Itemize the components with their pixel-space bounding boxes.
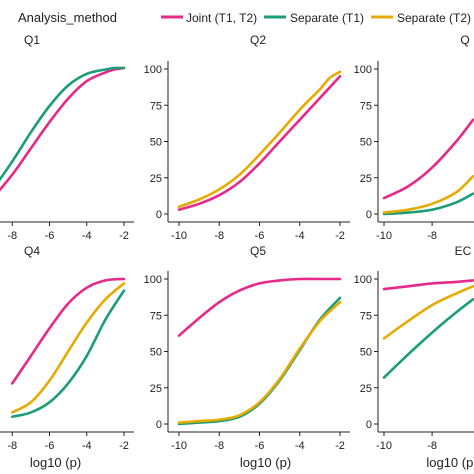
y-tick-label: 25 bbox=[360, 173, 372, 185]
series-line-separate-t2 bbox=[382, 285, 474, 340]
x-axis-label: log10 (p) bbox=[240, 455, 291, 470]
x-axis-label: log10 (p) bbox=[30, 455, 81, 470]
y-tick-label: 100 bbox=[144, 64, 162, 76]
series-line-separate-t1 bbox=[11, 289, 126, 419]
panel-q: Q -10 -8 0 25 50 75 100 bbox=[354, 33, 474, 242]
x-tick-label: -4 bbox=[295, 440, 305, 452]
x-tick-label: -6 bbox=[45, 440, 55, 452]
y-tick-label: 0 bbox=[366, 209, 372, 221]
y-tick-label: 0 bbox=[156, 419, 162, 431]
panel-title: Q bbox=[460, 33, 469, 47]
panel-q1: Q1 -8 -6 -4 -2 bbox=[0, 33, 134, 242]
x-tick-label: -8 bbox=[427, 440, 437, 452]
y-tick-label: 50 bbox=[360, 137, 372, 149]
series-line-separate-t2 bbox=[177, 70, 342, 209]
x-tick-label: -8 bbox=[214, 230, 224, 242]
legend-entry-separate-t1: Separate (T1) bbox=[264, 11, 364, 25]
x-tick-label: -2 bbox=[335, 440, 345, 452]
x-tick-label: -2 bbox=[119, 230, 129, 242]
y-tick-label: 100 bbox=[354, 64, 372, 76]
series-line-separate-t2 bbox=[11, 282, 126, 414]
panel-title: Q2 bbox=[250, 33, 266, 47]
y-tick-label: 25 bbox=[150, 383, 162, 395]
x-tick-label: -4 bbox=[82, 230, 92, 242]
series-line-joint-t1-t2 bbox=[0, 66, 126, 192]
series-line-joint-t1-t2 bbox=[177, 277, 342, 337]
y-tick-label: 50 bbox=[150, 347, 162, 359]
y-tick-label: 0 bbox=[366, 419, 372, 431]
x-tick-label: -6 bbox=[255, 230, 265, 242]
y-tick-label: 25 bbox=[150, 173, 162, 185]
legend-entry-joint: Joint (T1, T2) bbox=[161, 11, 257, 25]
x-tick-label: -6 bbox=[45, 230, 55, 242]
y-tick-label: 25 bbox=[360, 383, 372, 395]
panel-title: EC bbox=[455, 244, 472, 258]
y-tick-label: 100 bbox=[354, 274, 372, 286]
x-tick-label: -4 bbox=[82, 440, 92, 452]
panel-q4: Q4 -8 -6 -4 -2 log10 (p) bbox=[0, 244, 134, 470]
x-tick-label: -4 bbox=[295, 230, 305, 242]
series-line-joint-t1-t2 bbox=[382, 118, 474, 200]
y-tick-label: 75 bbox=[360, 310, 372, 322]
legend-title: Analysis_method bbox=[18, 10, 117, 25]
series-line-joint-t1-t2 bbox=[177, 75, 342, 211]
series-line-separate-t1 bbox=[0, 66, 126, 182]
legend-label-separate-t2: Separate (T2) bbox=[397, 11, 471, 25]
series-line-joint-t1-t2 bbox=[11, 277, 126, 385]
y-tick-label: 75 bbox=[150, 100, 162, 112]
y-tick-label: 50 bbox=[360, 347, 372, 359]
chart-panels: Q1 -8 -6 -4 -2 Q2 -10 -8 -6 -4 -2 0 25 50 75 100 Q -10 -8 0… bbox=[0, 33, 474, 470]
legend-label-separate-t1: Separate (T1) bbox=[290, 11, 364, 25]
x-tick-label: -10 bbox=[171, 230, 187, 242]
x-tick-label: -8 bbox=[7, 230, 17, 242]
panel-ec: EC -10 -8 0 25 50 75 100 log10 (p) bbox=[354, 244, 474, 470]
x-axis-label: log10 (p) bbox=[426, 455, 474, 470]
series-line-separate-t2 bbox=[177, 300, 342, 424]
x-tick-label: -6 bbox=[255, 440, 265, 452]
y-tick-label: 75 bbox=[150, 310, 162, 322]
panel-q5: Q5 -10 -8 -6 -4 -2 0 25 50 75 100 log10 (p) bbox=[144, 244, 350, 470]
legend: Analysis_method Joint (T1, T2) Separate … bbox=[18, 10, 471, 25]
x-tick-label: -10 bbox=[376, 440, 392, 452]
legend-entry-separate-t2: Separate (T2) bbox=[371, 11, 471, 25]
y-tick-label: 100 bbox=[144, 274, 162, 286]
x-tick-label: -8 bbox=[214, 440, 224, 452]
x-tick-label: -2 bbox=[335, 230, 345, 242]
y-tick-label: 75 bbox=[360, 100, 372, 112]
series-line-separate-t2 bbox=[382, 175, 474, 214]
x-tick-label: -10 bbox=[376, 230, 392, 242]
legend-label-joint: Joint (T1, T2) bbox=[186, 11, 257, 25]
x-tick-label: -8 bbox=[7, 440, 17, 452]
series-line-separate-t1 bbox=[382, 298, 474, 379]
panel-title: Q1 bbox=[24, 33, 40, 47]
y-tick-label: 50 bbox=[150, 137, 162, 149]
y-tick-label: 0 bbox=[156, 209, 162, 221]
panel-title: Q5 bbox=[250, 244, 266, 258]
series-line-joint-t1-t2 bbox=[382, 279, 474, 291]
series-line-separate-t1 bbox=[177, 296, 342, 426]
series-line-separate-t1 bbox=[382, 192, 474, 216]
x-tick-label: -2 bbox=[119, 440, 129, 452]
panel-title: Q4 bbox=[24, 244, 40, 258]
x-tick-label: -10 bbox=[171, 440, 187, 452]
x-tick-label: -8 bbox=[427, 230, 437, 242]
panel-q2: Q2 -10 -8 -6 -4 -2 0 25 50 75 100 bbox=[144, 33, 350, 242]
